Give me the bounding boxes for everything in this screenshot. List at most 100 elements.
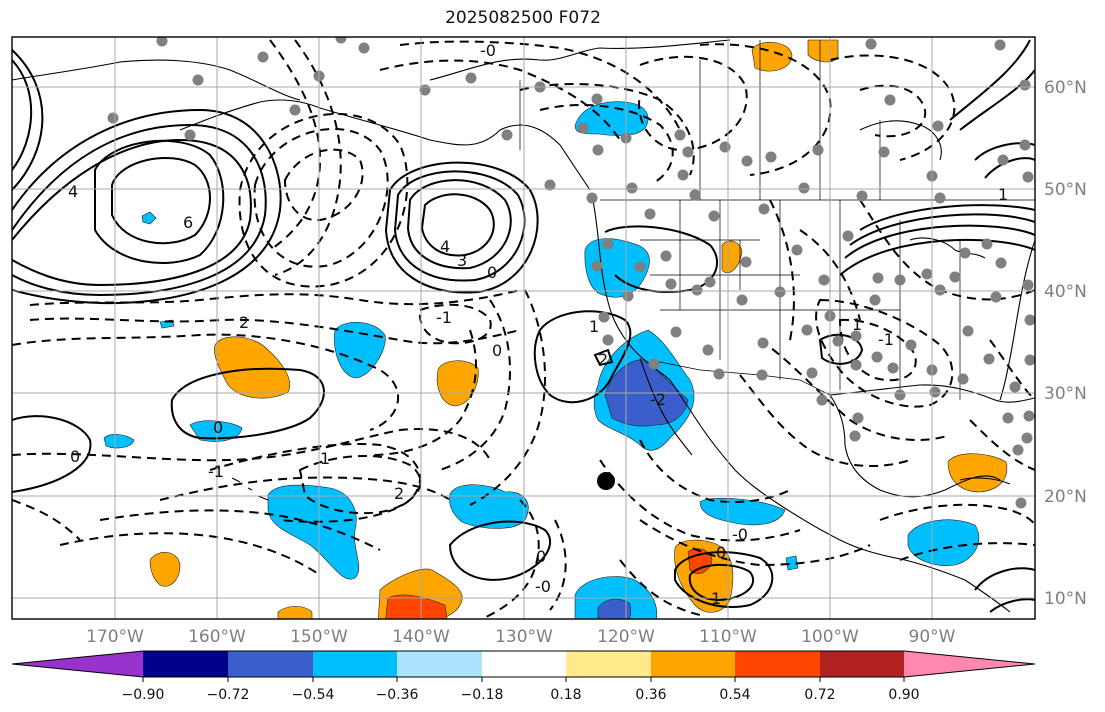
dashed-mex-3 bbox=[639, 519, 871, 567]
colorbar-segment bbox=[820, 651, 904, 677]
dashed-canada-3 bbox=[829, 54, 956, 161]
shade-blue-small-west3 bbox=[189, 420, 243, 442]
dashed-trop-3 bbox=[159, 476, 451, 501]
province-lines bbox=[699, 40, 881, 200]
contour-alaska-4 bbox=[111, 157, 211, 245]
contour-gulf-1 bbox=[420, 193, 495, 257]
shade-blue-west-trop bbox=[267, 484, 360, 580]
dashed-se-1 bbox=[879, 503, 1035, 526]
lon-tick-label: 130°W bbox=[495, 627, 553, 647]
colorbar-tick-label: 0.54 bbox=[719, 687, 750, 703]
dashed-se-2 bbox=[899, 542, 1035, 561]
coast-great-lakes bbox=[909, 237, 986, 259]
contour-labels: -0 4 6 4 3 0 1 2 0 -1 0 1 2 0 -1 -2 0 -0… bbox=[68, 41, 1008, 608]
colorbar-tick-label: 0.36 bbox=[635, 687, 666, 703]
contour-east-1 bbox=[859, 204, 1035, 231]
shade-blue-small-west2 bbox=[103, 434, 135, 449]
contour-label: -0 bbox=[535, 577, 551, 596]
contour-label: 2 bbox=[598, 350, 608, 369]
coast-east-us bbox=[999, 239, 1035, 401]
shade-orange-north1 bbox=[751, 42, 793, 72]
lon-tick-label: 120°W bbox=[597, 627, 655, 647]
coast-mexico-gulf bbox=[829, 394, 1001, 498]
dashed-pac-4 bbox=[418, 303, 492, 345]
contour-coast-1 bbox=[533, 310, 632, 404]
contour-label: 2 bbox=[239, 313, 249, 332]
lat-tick-label: 30°N bbox=[1044, 384, 1087, 404]
colorbar-tick-label: −0.36 bbox=[376, 687, 419, 703]
dashed-center-3 bbox=[369, 329, 477, 456]
contour-gulf-4 bbox=[384, 161, 539, 294]
contour-trop-3 bbox=[688, 563, 755, 602]
shade-blue-central-america bbox=[907, 519, 980, 566]
lon-tick-label: 100°W bbox=[801, 627, 859, 647]
coast-hawaii bbox=[231, 477, 269, 501]
contour-se-2 bbox=[989, 598, 1035, 613]
dashed-trop-4 bbox=[99, 509, 381, 551]
contour-label: 2 bbox=[394, 484, 404, 503]
contour-alaska-1 bbox=[12, 138, 252, 287]
colorbar-tick-label: 0.72 bbox=[804, 687, 835, 703]
contour-east-2 bbox=[849, 213, 1035, 246]
coast-alaska bbox=[12, 59, 591, 191]
contour-alaska-2 bbox=[12, 123, 267, 297]
contour-label: -0 bbox=[732, 525, 748, 544]
coast-cuba bbox=[959, 477, 1011, 485]
colorbar-segment bbox=[735, 651, 820, 677]
contour-alaska-7 bbox=[12, 49, 44, 191]
contour-label: 1 bbox=[998, 185, 1008, 204]
dashed-mex-1 bbox=[639, 439, 791, 503]
contour-gulf-2 bbox=[406, 179, 512, 270]
contour-label: 0 bbox=[492, 341, 502, 360]
map-frame bbox=[11, 36, 1036, 620]
contour-trop-2 bbox=[674, 551, 774, 609]
shade-orange-south2 bbox=[277, 606, 313, 619]
contour-label: -1 bbox=[436, 308, 452, 327]
colorbar-tick-label: −0.90 bbox=[122, 687, 165, 703]
contour-label: 1 bbox=[711, 589, 721, 608]
contour-east-8 bbox=[949, 39, 1031, 121]
map-title: 2025082500 F072 bbox=[445, 8, 601, 28]
dashed-trop-6 bbox=[479, 499, 540, 619]
colorbar: −0.90 −0.72 −0.54 −0.36 −0.18 0.18 0.36 … bbox=[11, 650, 1036, 703]
colorbar-ticks bbox=[142, 677, 905, 682]
contour-label: 1 bbox=[852, 315, 862, 334]
colorbar-tick-label: 0.90 bbox=[888, 687, 919, 703]
lat-tick-label: 60°N bbox=[1044, 78, 1087, 98]
dashed-east-3 bbox=[815, 298, 954, 408]
dashed-east-6 bbox=[989, 339, 1035, 401]
contour-east-4 bbox=[839, 238, 1035, 276]
colorbar-tick-label: −0.18 bbox=[461, 687, 504, 703]
solid-contours bbox=[12, 39, 1035, 613]
latitude-axis: 60°N 50°N 40°N 30°N 20°N 10°N bbox=[1044, 78, 1087, 609]
coast-canada-north bbox=[429, 39, 731, 81]
contour-label: 0 bbox=[487, 263, 497, 282]
contour-label: -2 bbox=[650, 390, 666, 409]
shade-blue-west-coast bbox=[584, 238, 650, 298]
contour-east-7 bbox=[959, 69, 1035, 131]
contour-west-us bbox=[604, 225, 719, 293]
contour-label: 0 bbox=[716, 543, 726, 562]
dashed-trop-2 bbox=[298, 455, 422, 515]
dashed-north-4 bbox=[253, 127, 389, 268]
lat-tick-label: 40°N bbox=[1044, 282, 1087, 302]
dashed-pac-5 bbox=[12, 428, 491, 462]
contour-se-1 bbox=[974, 567, 1035, 591]
contour-label: -1 bbox=[208, 462, 224, 481]
contour-east-5 bbox=[974, 142, 1035, 161]
contour-label: 3 bbox=[457, 251, 467, 270]
contour-label: 6 bbox=[183, 213, 193, 232]
dashed-east-9 bbox=[769, 199, 795, 341]
dashed-gulf-1 bbox=[379, 59, 621, 141]
colorbar-tick-label: −0.54 bbox=[292, 687, 335, 703]
contour-baja-1 bbox=[593, 348, 614, 367]
station-dots bbox=[107, 37, 1035, 509]
colorbar-segment bbox=[397, 651, 482, 677]
contour-east-3 bbox=[844, 224, 1035, 259]
contour-label: 0 bbox=[70, 447, 80, 466]
contour-east-6 bbox=[984, 157, 1035, 179]
shade-blue-mexico bbox=[699, 498, 786, 526]
lon-tick-label: 160°W bbox=[188, 627, 246, 647]
lon-tick-label: 170°W bbox=[86, 627, 144, 647]
